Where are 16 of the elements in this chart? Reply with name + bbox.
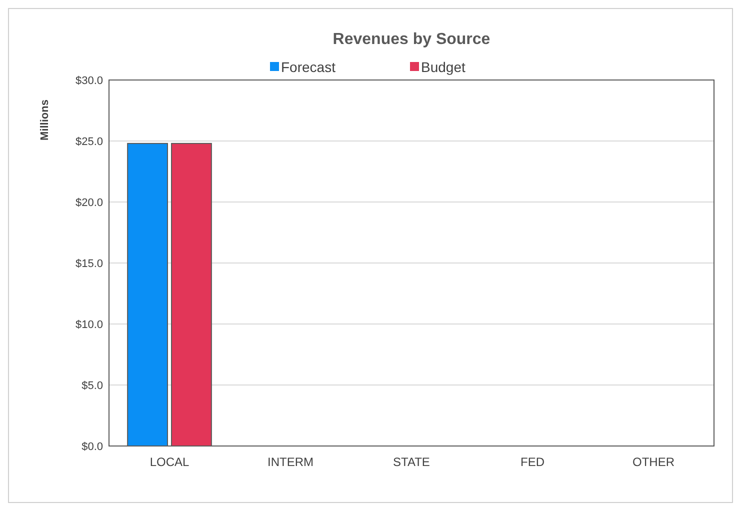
y-axis-title: Millions — [39, 100, 51, 140]
legend-label: Forecast — [281, 59, 336, 75]
y-tick-label: $0.0 — [82, 440, 103, 453]
x-tick-label: OTHER — [632, 455, 675, 469]
x-tick-label: FED — [520, 455, 545, 469]
y-tick-label: $15.0 — [75, 258, 103, 270]
legend-label: Budget — [421, 59, 466, 75]
x-tick-label: STATE — [393, 455, 430, 469]
y-tick-label: $10.0 — [75, 318, 103, 331]
x-tick-label: INTERM — [268, 455, 314, 469]
y-tick-label: $20.0 — [75, 196, 103, 209]
y-tick-label: $25.0 — [75, 136, 103, 148]
chart-title: Revenues by Source — [332, 31, 490, 48]
y-tick-label: $5.0 — [82, 380, 103, 392]
y-tick-label: $30.0 — [75, 74, 103, 87]
x-tick-label: LOCAL — [150, 455, 190, 469]
